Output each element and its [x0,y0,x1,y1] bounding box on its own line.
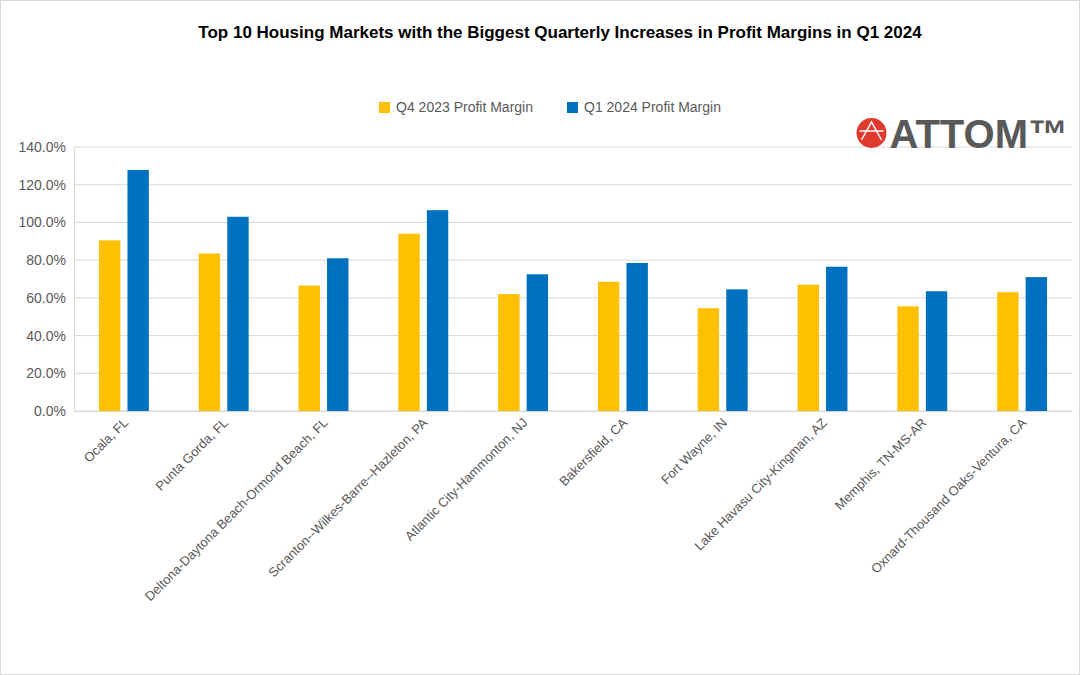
y-tick-label: 80.0% [26,252,66,268]
x-tick-label: Oxnard-Thousand Oaks-Ventura, CA [868,415,1030,577]
bar [798,285,819,411]
x-tick: Lake Havasu City-Kingman, AZ [691,411,829,553]
y-tick-label: 0.0% [34,403,66,419]
y-tick: 120.0% [19,177,74,193]
x-tick-label: Deltona-Daytona Beach-Ormond Beach, FL [142,415,331,604]
bar [897,306,918,411]
logo-text: ATTOM™ [890,112,1069,156]
grid-line [74,411,1072,412]
x-tick: Atlantic City-Hammonton, NJ [402,411,531,544]
y-tick: 60.0% [26,290,74,306]
bar [398,234,419,411]
bar [1026,277,1047,411]
x-tick: Oxnard-Thousand Oaks-Ventura, CA [868,411,1030,576]
grid [74,147,1072,411]
logo-icon [857,118,887,148]
logo-icon-lines [860,122,884,140]
x-tick: Ocala, FL [81,411,131,465]
y-tick-label: 100.0% [19,214,66,230]
y-tick-label: 60.0% [26,290,66,306]
grid-line [74,184,1072,185]
y-tick-label: 120.0% [19,177,66,193]
bar [227,217,248,411]
bar [99,240,120,411]
x-tick: Scranton--Wilkes-Barre--Hazleton, PA [265,411,430,580]
legend: Q4 2023 Profit Margin Q1 2024 Profit Marg… [379,99,721,115]
bars [99,170,1047,411]
bar [726,289,747,411]
x-tick: Memphis, TN-MS-AR [832,411,930,513]
bar [698,308,719,411]
legend-label: Q4 2023 Profit Margin [396,99,533,115]
bar [427,210,448,411]
x-tick-label: Scranton--Wilkes-Barre--Hazleton, PA [265,415,430,580]
y-tick-label: 20.0% [26,365,66,381]
bar [626,263,647,411]
legend-item: Q4 2023 Profit Margin [379,99,533,115]
x-axis-line [75,411,1073,412]
chart-title: Top 10 Housing Markets with the Biggest … [198,23,922,42]
grid-line [74,260,1072,261]
y-tick: 40.0% [26,328,74,344]
bar-series [127,170,1047,411]
bar [498,294,519,411]
legend-item: Q1 2024 Profit Margin [567,99,721,115]
x-tick-label: Memphis, TN-MS-AR [832,415,930,513]
y-tick: 0.0% [34,403,74,419]
y-tick: 100.0% [19,214,74,230]
bar [598,282,619,411]
y-tick-label: 40.0% [26,328,66,344]
bar [127,170,148,411]
x-tick-label: Ocala, FL [81,415,131,465]
y-tick-label: 140.0% [19,139,66,155]
x-tick-label: Lake Havasu City-Kingman, AZ [691,415,829,553]
x-tick: Deltona-Daytona Beach-Ormond Beach, FL [142,411,331,604]
x-tick-label: Punta Gorda, FL [152,415,231,494]
x-tick: Punta Gorda, FL [152,411,231,494]
grid-line [74,297,1072,298]
bar [527,274,548,411]
bar [826,267,847,411]
chart-frame [1,1,1080,675]
grid-line [74,222,1072,223]
grid-line [74,373,1072,374]
y-axis: 0.0% 20.0% 40.0% 60.0% 80.0% 100.0% 120.0% 140.… [19,139,75,419]
x-tick: Fort Wayne, IN [658,411,730,487]
legend-swatch [567,102,578,113]
bar [997,292,1018,411]
y-tick: 140.0% [19,139,74,155]
bar [199,254,220,411]
y-axis-line [74,148,75,412]
x-tick-label: Fort Wayne, IN [658,415,730,487]
x-tick-label: Bakersfield, CA [556,415,630,489]
x-tick: Bakersfield, CA [556,411,630,489]
y-tick: 80.0% [26,252,74,268]
logo: ATTOM™ [857,112,1069,156]
y-tick: 20.0% [26,365,74,381]
chart: 0.0% 20.0% 40.0% 60.0% 80.0% 100.0% 120.0% 140.… [0,0,1080,675]
grid-line [74,335,1072,336]
bar [327,258,348,411]
x-axis: Ocala, FL Punta Gorda, FLDeltona-Daytona … [75,411,1073,604]
bar [299,286,320,411]
legend-label: Q1 2024 Profit Margin [584,99,721,115]
x-tick-label: Atlantic City-Hammonton, NJ [402,415,531,544]
legend-swatch [379,102,390,113]
bar [926,291,947,411]
